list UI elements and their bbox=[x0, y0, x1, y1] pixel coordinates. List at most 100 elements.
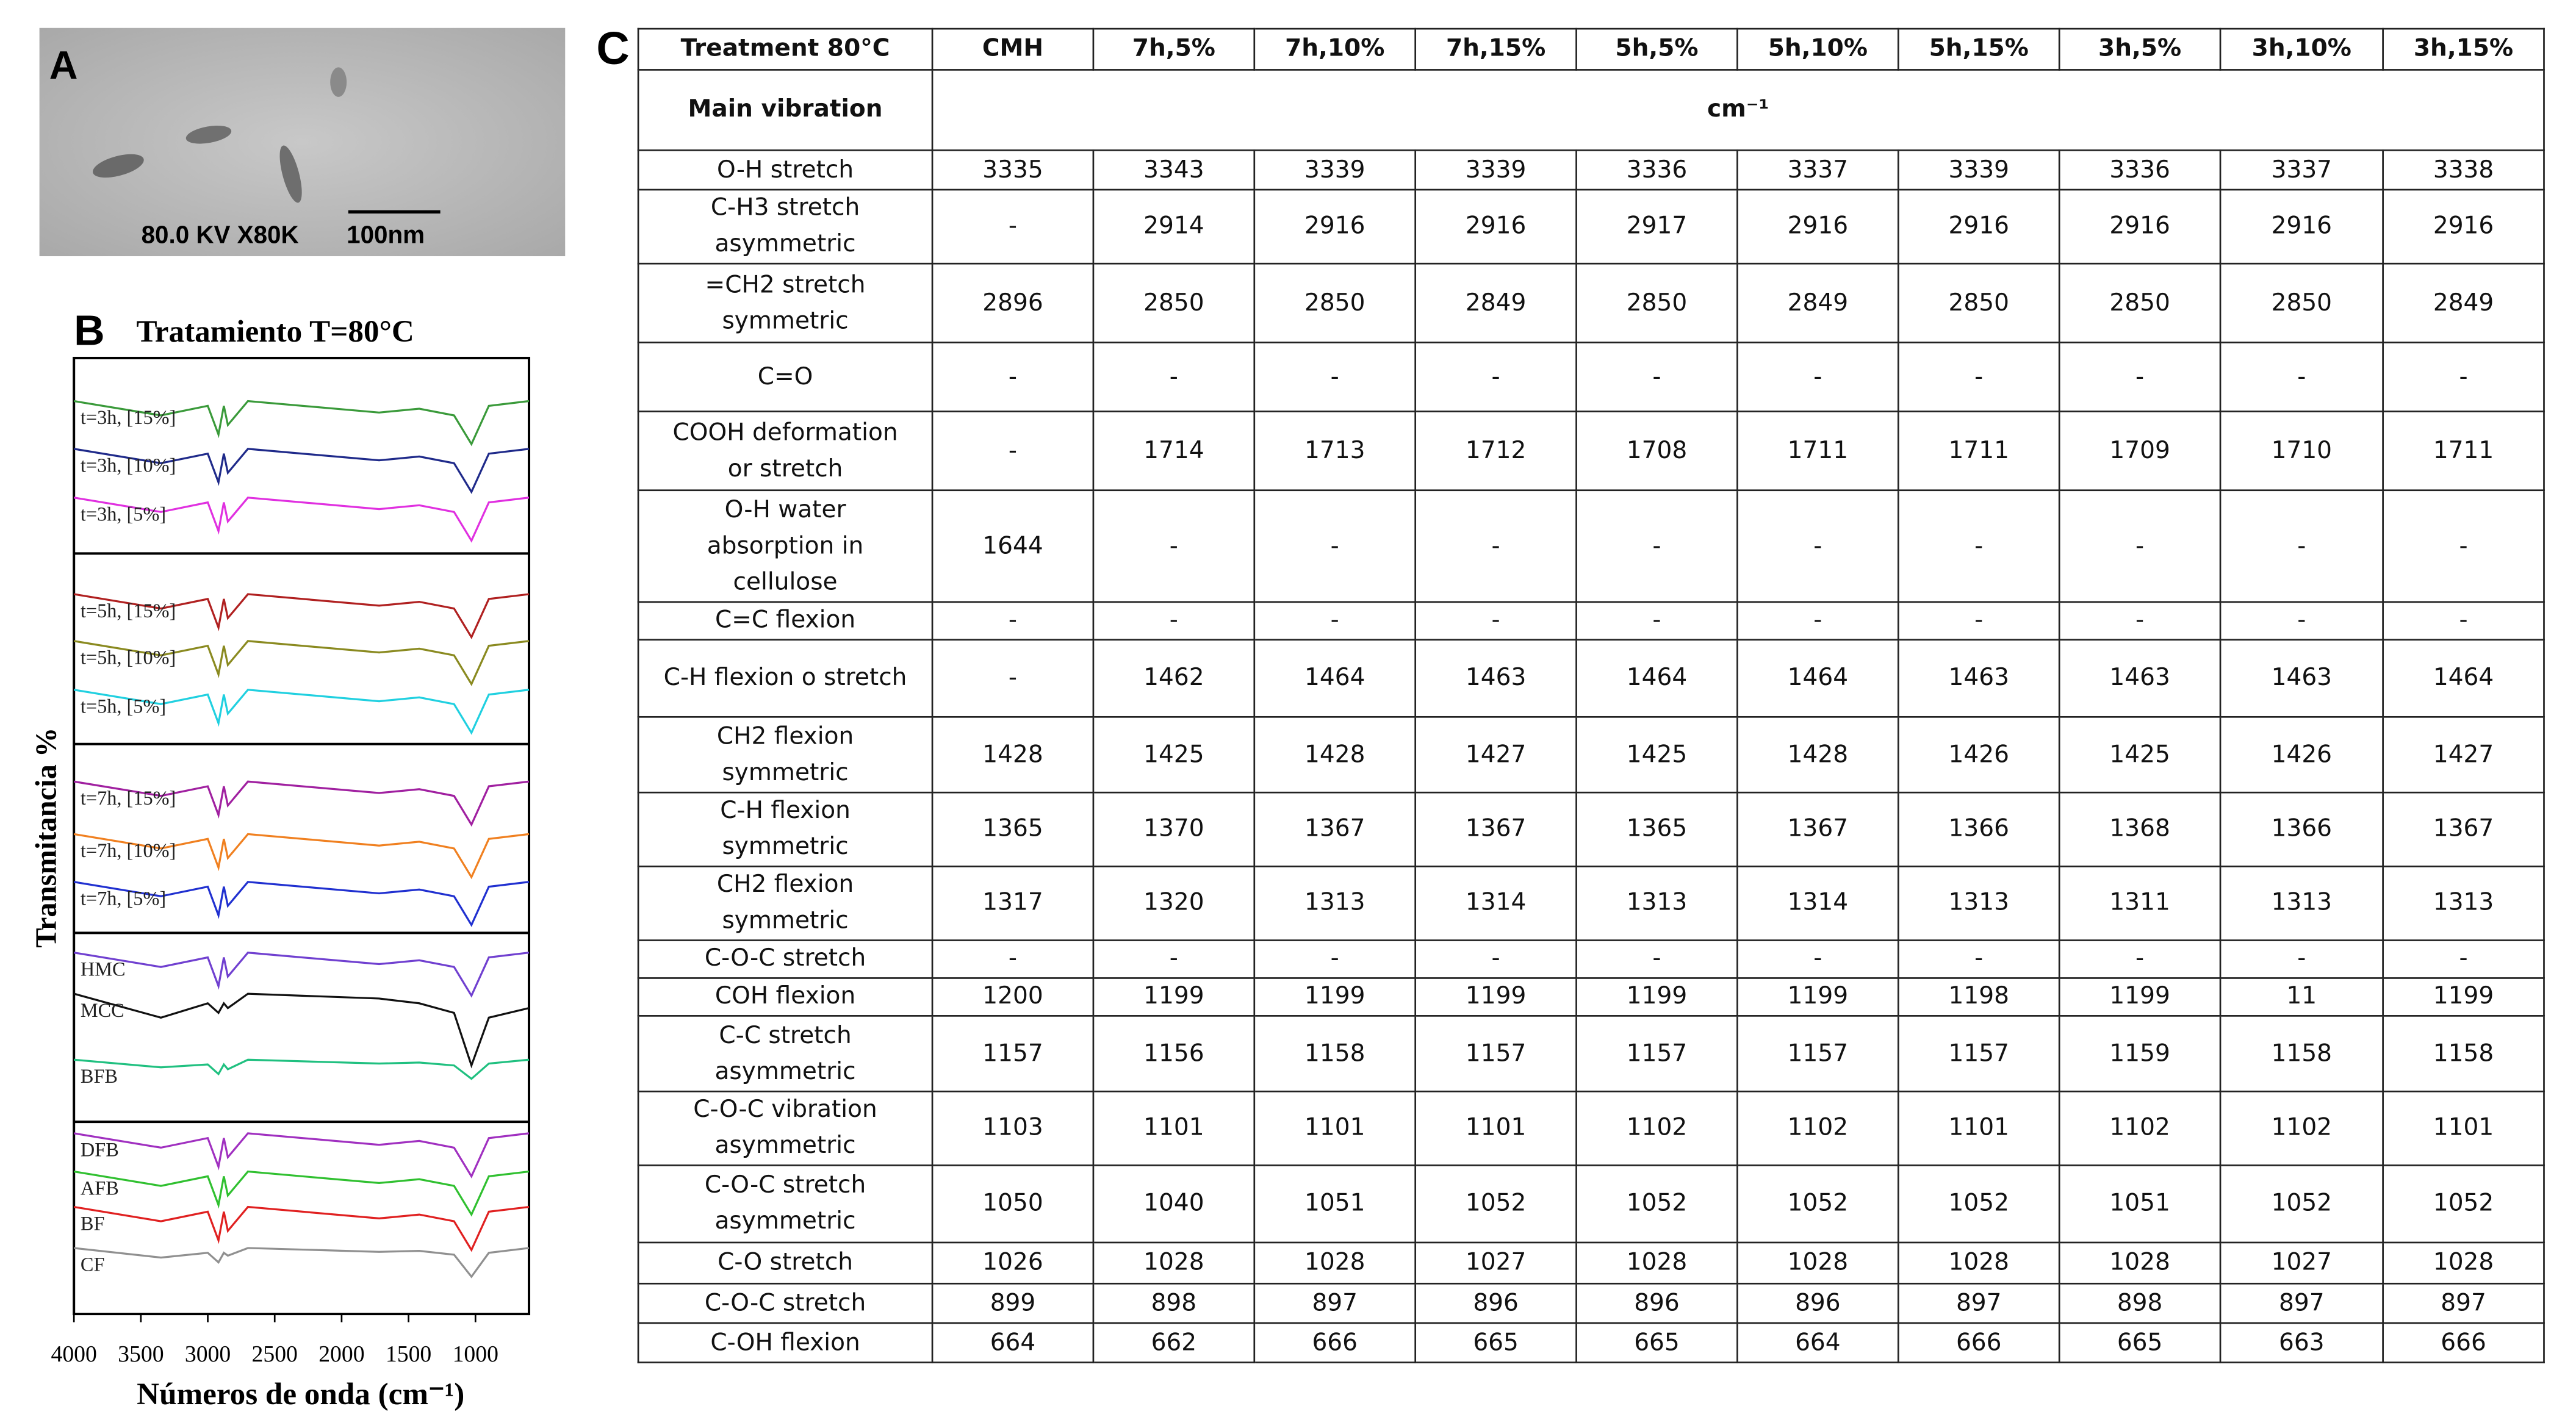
table-cell: - bbox=[2219, 601, 2384, 641]
table-cell: 1313 bbox=[2382, 866, 2545, 941]
table-cell: 1052 bbox=[2219, 1164, 2384, 1244]
table-cell: - bbox=[1414, 601, 1577, 641]
table-cell: C-O-C stretch bbox=[637, 939, 934, 979]
table-cell: - bbox=[1736, 601, 1899, 641]
series-label: t=5h, [5%] bbox=[81, 695, 166, 717]
table-cell: 897 bbox=[1897, 1282, 2060, 1324]
scale-bar-label: 100nm bbox=[347, 221, 425, 249]
table-cell: 2849 bbox=[1414, 262, 1577, 343]
x-tick-label: 1500 bbox=[386, 1341, 431, 1367]
spectrum-line bbox=[73, 400, 530, 447]
table-cell: 1102 bbox=[1575, 1090, 1738, 1166]
spectrum-line bbox=[73, 780, 530, 827]
spectrum-line bbox=[73, 497, 530, 543]
x-tick-label: 3500 bbox=[118, 1341, 164, 1367]
table-cell: 1026 bbox=[931, 1241, 1095, 1285]
spectrum-line bbox=[73, 593, 530, 640]
table-cell: - bbox=[931, 639, 1095, 718]
x-tick-label: 2500 bbox=[252, 1341, 298, 1367]
table-cell: 2916 bbox=[1414, 188, 1577, 265]
table-cell: - bbox=[1897, 489, 2060, 603]
table-cell: 1156 bbox=[1092, 1015, 1256, 1093]
table-cell: 1028 bbox=[1575, 1241, 1738, 1285]
table-cell: C-O-C vibration asymmetric bbox=[637, 1090, 934, 1166]
table-cell: - bbox=[2219, 939, 2384, 979]
table-cell: 666 bbox=[1897, 1322, 2060, 1363]
table-cell: 1427 bbox=[1414, 716, 1577, 794]
table-cell: 1313 bbox=[1897, 866, 2060, 941]
table-cell: 1158 bbox=[2382, 1015, 2545, 1093]
spectrum-line bbox=[73, 992, 530, 1069]
table-row: Treatment 80°C CMH 7h,5% 7h,10% 7h,15% 5h,5% 5… bbox=[637, 27, 2545, 71]
table-cell: 1052 bbox=[1414, 1164, 1577, 1244]
table-cell: 3335 bbox=[931, 149, 1095, 191]
table-cell: 1050 bbox=[931, 1164, 1095, 1244]
table-cell: 1052 bbox=[1897, 1164, 2060, 1244]
table-cell: 1367 bbox=[1253, 791, 1417, 867]
table-cell: 1463 bbox=[1897, 639, 2060, 718]
table-cell: 3337 bbox=[2219, 149, 2384, 191]
table-row: C=O - - - - - - - - - - bbox=[637, 342, 2545, 412]
series-label: BFB bbox=[81, 1065, 118, 1087]
table-cell: 665 bbox=[1414, 1322, 1577, 1363]
spectrum-line bbox=[73, 881, 530, 927]
table-cell: 2916 bbox=[2219, 188, 2384, 265]
table-cell: - bbox=[1897, 342, 2060, 412]
table-cell: 1158 bbox=[2219, 1015, 2384, 1093]
table-cell: 1051 bbox=[1253, 1164, 1417, 1244]
table-row: C-O-C stretch asymmetric 1050 1040 1051 1052… bbox=[637, 1164, 2545, 1244]
table-cell: 2850 bbox=[1253, 262, 1417, 343]
table-cell: 1199 bbox=[2058, 977, 2222, 1017]
table-cell: - bbox=[931, 939, 1095, 979]
table-row: C-H3 stretch asymmetric -2914 2916 2916 2917… bbox=[637, 188, 2545, 265]
table-cell: 1102 bbox=[2058, 1090, 2222, 1166]
table-cell: 1052 bbox=[1736, 1164, 1899, 1244]
table-cell: - bbox=[1736, 342, 1899, 412]
table-cell: 1713 bbox=[1253, 411, 1417, 492]
table-cell: - bbox=[1575, 342, 1738, 412]
table-cell: 2917 bbox=[1575, 188, 1738, 265]
table-cell: 2916 bbox=[1736, 188, 1899, 265]
table-cell: 1313 bbox=[1253, 866, 1417, 941]
table-cell: 1425 bbox=[1575, 716, 1738, 794]
table-cell: 1426 bbox=[1897, 716, 2060, 794]
table-cell: 2914 bbox=[1092, 188, 1256, 265]
table-cell: 3343 bbox=[1092, 149, 1256, 191]
series-label: t=5h, [10%] bbox=[81, 647, 176, 669]
table-cell: 1157 bbox=[1414, 1015, 1577, 1093]
series-label: t=3h, [15%] bbox=[81, 406, 176, 428]
table-cell: 1366 bbox=[2219, 791, 2384, 867]
table-cell: 5h,5% bbox=[1575, 27, 1738, 71]
table-cell: 1428 bbox=[1736, 716, 1899, 794]
table-cell: 664 bbox=[1736, 1322, 1899, 1363]
table-cell: 1463 bbox=[2058, 639, 2222, 718]
table-cell: 2850 bbox=[1897, 262, 2060, 343]
table-cell: 1314 bbox=[1414, 866, 1577, 941]
table-cell: C-O-C stretch asymmetric bbox=[637, 1164, 934, 1244]
table-cell: - bbox=[2058, 939, 2222, 979]
table-cell: - bbox=[1253, 489, 1417, 603]
table-cell: 1028 bbox=[1897, 1241, 2060, 1285]
table-cell: 1199 bbox=[2382, 977, 2545, 1017]
panel-label: A bbox=[49, 43, 78, 87]
table-cell: C-H flexion symmetric bbox=[637, 791, 934, 867]
table-cell: 1710 bbox=[2219, 411, 2384, 492]
table-cell: 665 bbox=[1575, 1322, 1738, 1363]
table-cell: 1157 bbox=[931, 1015, 1095, 1093]
series-label: t=7h, [10%] bbox=[81, 839, 176, 861]
table-cell: 1464 bbox=[1736, 639, 1899, 718]
table-cell: - bbox=[2382, 342, 2545, 412]
table-cell: 1157 bbox=[1897, 1015, 2060, 1093]
table-cell: - bbox=[1253, 601, 1417, 641]
table-cell: C-O-C stretch bbox=[637, 1282, 934, 1324]
table-cell: 7h,5% bbox=[1092, 27, 1256, 71]
table-cell: - bbox=[1414, 939, 1577, 979]
table-row: C-OH flexion 664 662 666 665 665 664 666 665 663 6… bbox=[637, 1322, 2545, 1363]
table-cell: 1200 bbox=[931, 977, 1095, 1017]
table-cell: 1427 bbox=[2382, 716, 2545, 794]
table-cell: COH flexion bbox=[637, 977, 934, 1017]
table-cell: 1464 bbox=[1253, 639, 1417, 718]
table-cell: 1366 bbox=[1897, 791, 2060, 867]
table-cell: C-H3 stretch asymmetric bbox=[637, 188, 934, 265]
table-cell: 1199 bbox=[1253, 977, 1417, 1017]
